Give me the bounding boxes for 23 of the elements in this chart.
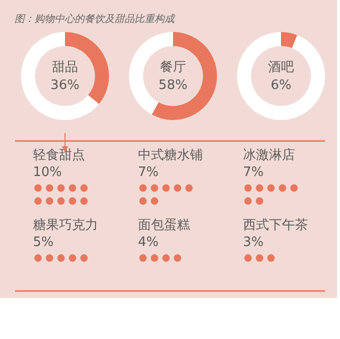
category-label: 轻食甜点 (33, 148, 85, 163)
donut-slice (237, 32, 325, 120)
slice-label: 餐厅 (160, 60, 186, 75)
donut-slice (152, 32, 217, 120)
data-label: 10% (33, 165, 62, 180)
data-label: 7% (138, 165, 159, 180)
data-label: 58% (158, 78, 188, 93)
slice-label: 甜品 (52, 60, 78, 75)
data-label: 6% (270, 78, 292, 93)
chart-title: 图：购物中心的餐饮及甜品比重构成 (14, 13, 176, 25)
data-label: 5% (33, 235, 54, 250)
data-label: 4% (138, 235, 159, 250)
data-label: 3% (243, 235, 264, 250)
category-label: 西式下午茶 (243, 218, 308, 233)
data-label: 36% (50, 78, 80, 93)
category-label: 冰激淋店 (243, 147, 295, 163)
category-label: 中式糖水铺 (138, 148, 203, 163)
category-label: 面包蛋糕 (138, 218, 190, 233)
donut-slice (281, 32, 298, 48)
data-label: 7% (243, 165, 264, 180)
slice-label: 酒吧 (268, 60, 294, 75)
category-label: 糖果巧克力 (33, 218, 98, 233)
donut-slice (21, 32, 99, 120)
